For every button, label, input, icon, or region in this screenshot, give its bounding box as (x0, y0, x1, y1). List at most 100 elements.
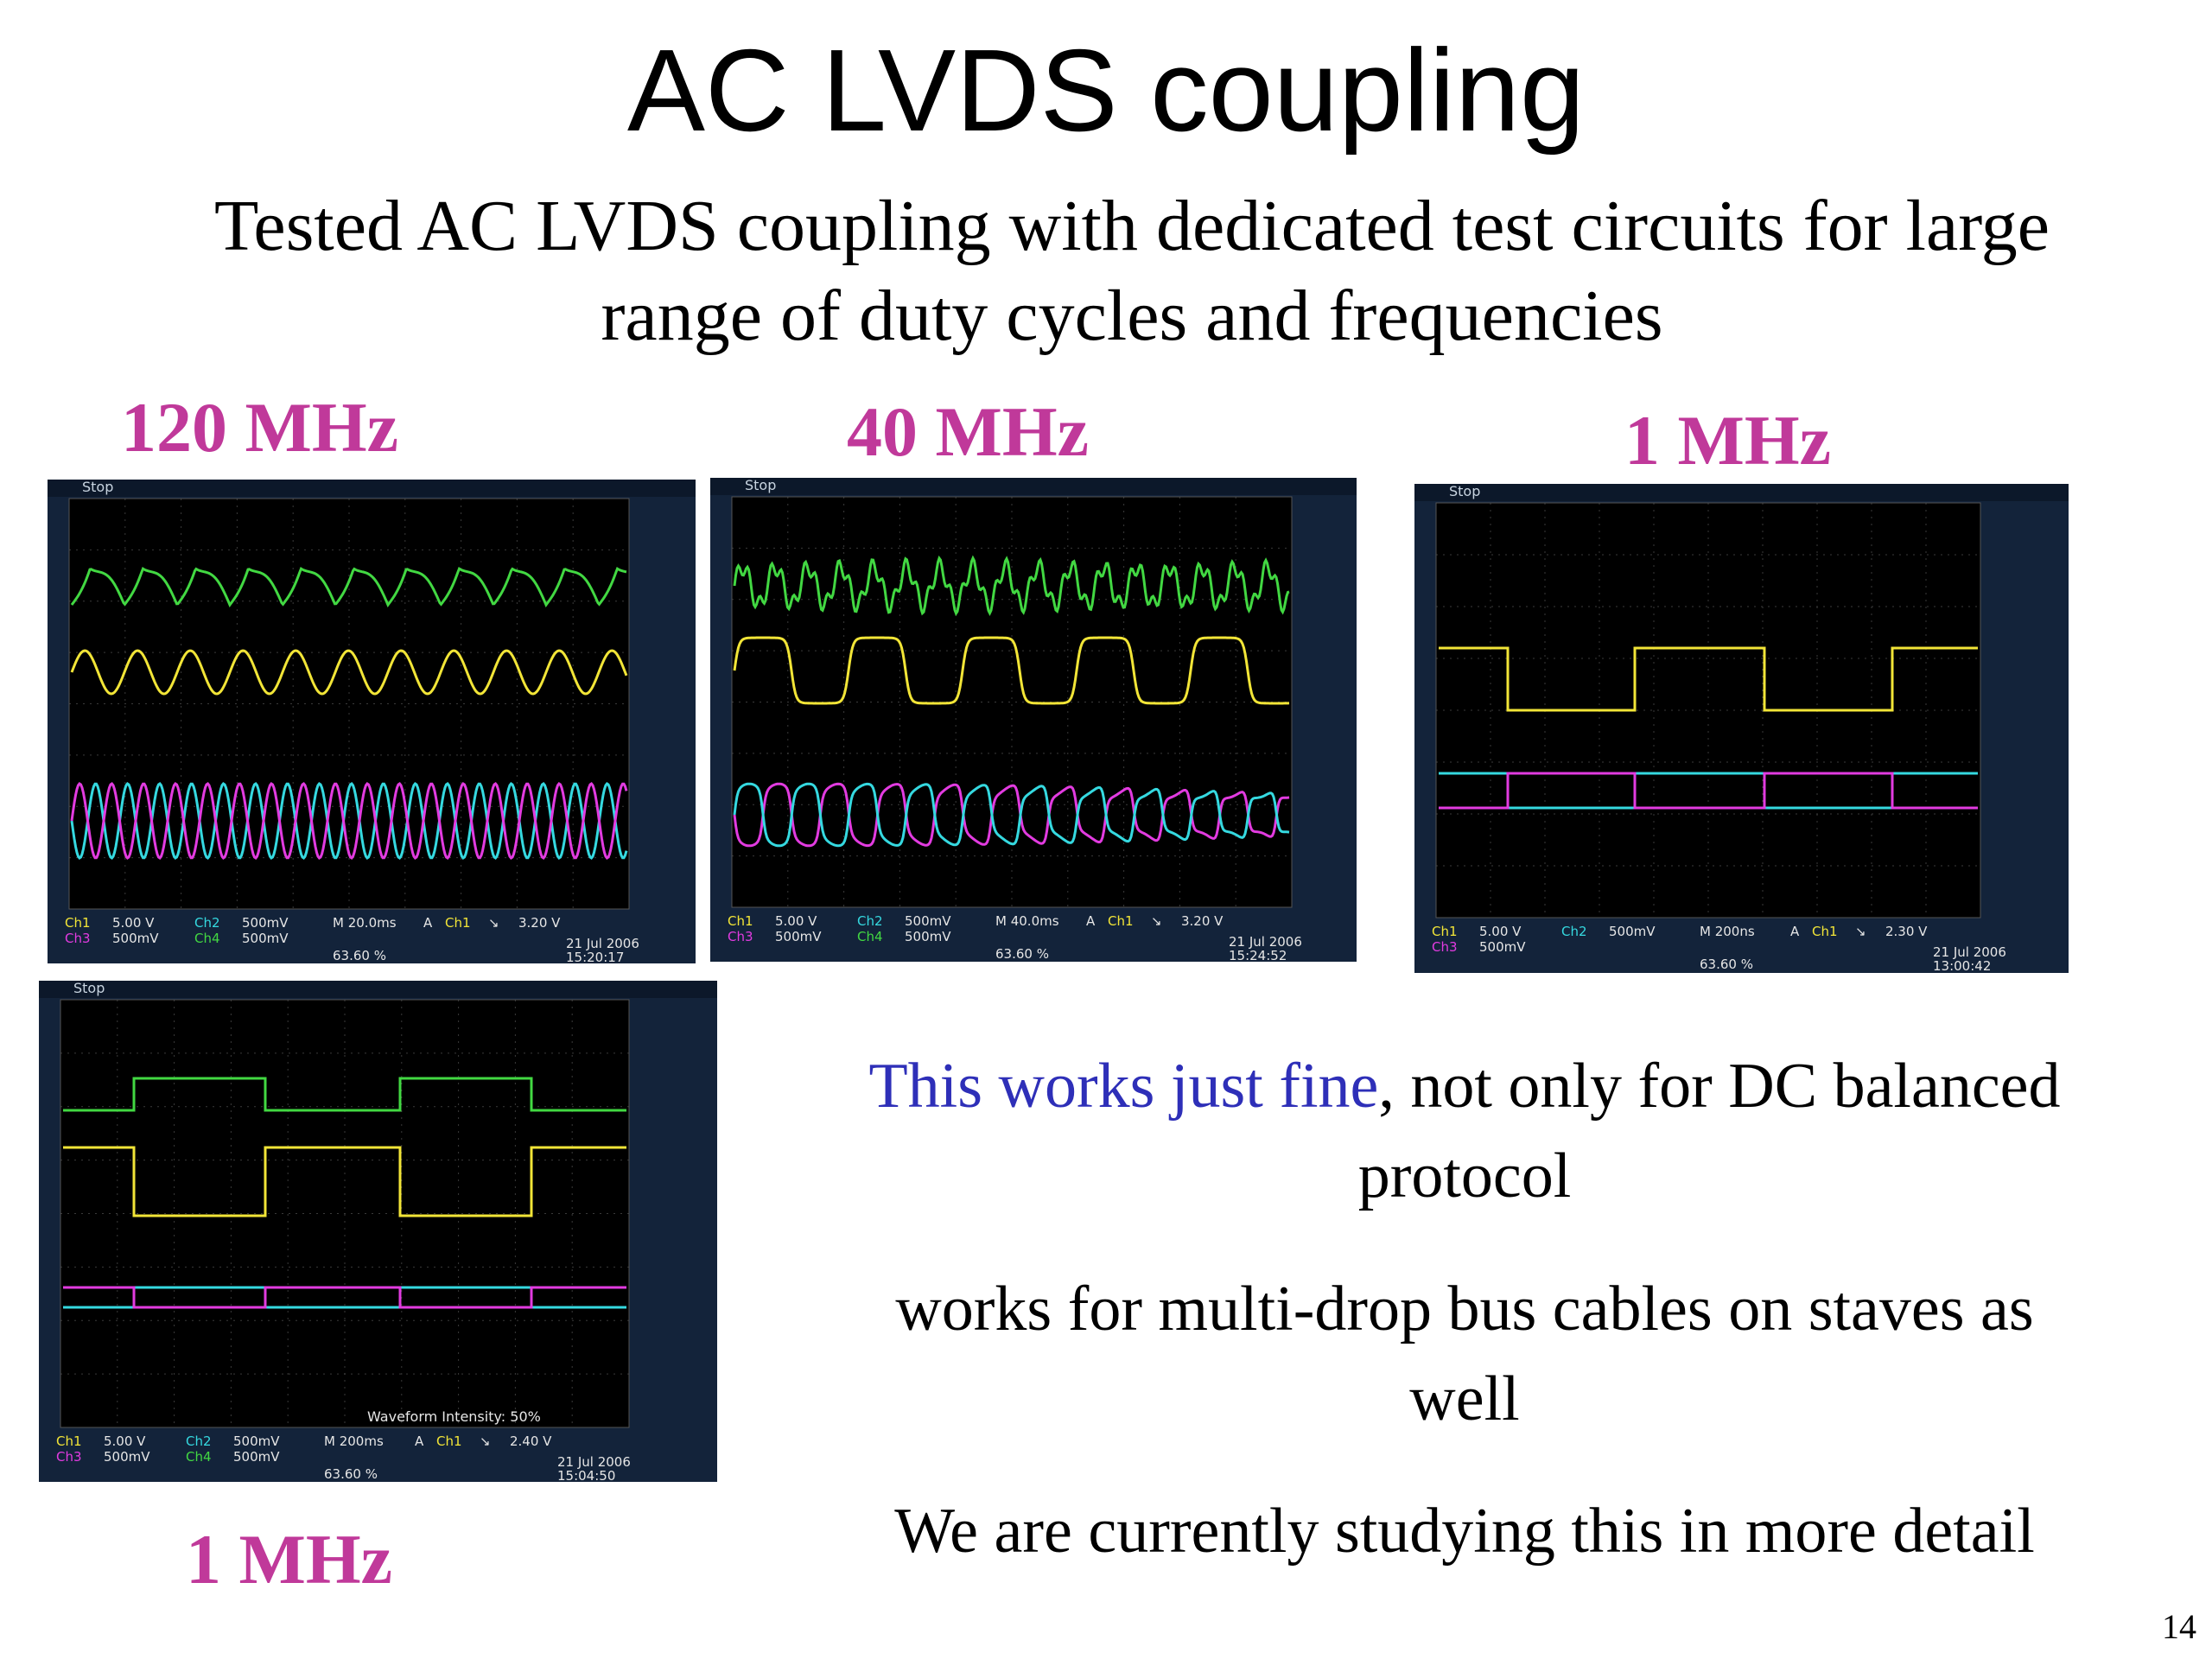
scope-readout: Ch1 (56, 1433, 82, 1449)
scope-readout: 3.20 V (518, 915, 561, 931)
paragraph-works-fine-rest: , not only for DC balanced (1378, 1051, 2061, 1122)
scope-readout: Ch3 (1432, 939, 1458, 955)
scope-status: Stop (82, 480, 113, 495)
scope-readout: Ch1 (445, 915, 471, 931)
slide-subtitle: Tested AC LVDS coupling with dedicated t… (138, 181, 2126, 361)
scope-readout: Ch2 (194, 915, 220, 931)
scope-readout: 500mV (1479, 939, 1526, 955)
scope-status: Stop (73, 981, 105, 996)
scope-readout: 500mV (905, 913, 951, 929)
scope-readout: 2.30 V (1885, 924, 1928, 939)
scope-status: Stop (1449, 484, 1480, 499)
scope-date: 21 Jul 2006 (566, 936, 639, 951)
ch3-trace (70, 781, 628, 861)
scope-screenshot-40mhz: Stop Ch1 5.00 V Ch2 500mV M 40.0ms A Ch1 ↘ 3.20 … (710, 478, 1357, 962)
scope-readout: Ch4 (194, 931, 220, 946)
scope-readout: Ch3 (56, 1449, 82, 1465)
ch2-trace (733, 782, 1290, 848)
paragraph-multidrop: works for multi-drop bus cables on stave… (734, 1264, 2195, 1444)
scope-readout: 500mV (242, 931, 289, 946)
scope-readout: ↘ (1855, 924, 1866, 939)
scope-readout: Ch2 (857, 913, 883, 929)
graticule-border (731, 496, 1293, 908)
ch4-trace (733, 555, 1290, 617)
paragraph-works-fine: This works just fine, not only for DC ba… (734, 1041, 2195, 1221)
graticule-border (68, 498, 630, 910)
graticule-border (60, 999, 630, 1428)
scope-40mhz-display: Stop Ch1 5.00 V Ch2 500mV M 40.0ms A Ch1 ↘ 3.20 … (710, 478, 1357, 962)
scope-readout: Ch2 (1561, 924, 1587, 939)
scope-readout: M 200ns (1700, 924, 1755, 939)
scope-1mhz-top-display: Stop Ch1 5.00 V Ch2 500mV M 200ns A Ch1 ↘ 2.30 V… (1414, 484, 2069, 973)
scope-120mhz-display: Stop Ch1 5.00 V Ch2 500mV M 20.0ms A Ch1 ↘ 3.20 … (48, 480, 696, 963)
ch1-trace (63, 1146, 626, 1217)
ch1-trace (70, 649, 628, 696)
ch2-trace (70, 781, 628, 861)
ch4-trace (63, 1077, 626, 1112)
scope-readout: 500mV (775, 929, 822, 944)
scope-readout: Ch4 (857, 929, 883, 944)
scope-readout: 5.00 V (112, 915, 155, 931)
waveform-intensity: Waveform Intensity: 50% (367, 1408, 541, 1425)
scope-readout: Ch1 (1108, 913, 1134, 929)
scope-readout: A (423, 915, 433, 931)
scope-readout: Ch1 (65, 915, 91, 931)
scope-readout: ↘ (488, 915, 499, 931)
ch1-trace (733, 636, 1290, 705)
scope-trigger: 63.60 % (995, 946, 1049, 962)
scope-screenshot-1mhz-bottom: Stop Waveform Intensity: 50% Ch1 5.00 V Ch… (39, 981, 717, 1482)
scope-readout: Ch2 (186, 1433, 212, 1449)
scope-readout: A (415, 1433, 424, 1449)
scope-readout: 5.00 V (775, 913, 817, 929)
slide-title: AC LVDS coupling (626, 25, 1586, 156)
scope-readout: ↘ (1151, 913, 1162, 929)
paragraph-works-fine-line-2: protocol (1357, 1141, 1572, 1211)
scope-time: 13:00:42 (1933, 958, 1991, 973)
ch3-trace (733, 782, 1290, 848)
subtitle-line-2: range of duty cycles and frequencies (601, 276, 1663, 356)
scope-readout: 500mV (233, 1449, 280, 1465)
scope-trigger: 63.60 % (1700, 957, 1753, 972)
scope-readout: Ch1 (728, 913, 753, 929)
scope-screenshot-1mhz-top: Stop Ch1 5.00 V Ch2 500mV M 200ns A Ch1 ↘ 2.30 V… (1414, 484, 2069, 973)
scope-date: 21 Jul 2006 (1933, 944, 2006, 960)
scope-readout: Ch1 (1812, 924, 1838, 939)
scope-status: Stop (745, 478, 776, 493)
scope-readout: Ch3 (65, 931, 91, 946)
scope-time: 15:24:52 (1229, 948, 1287, 962)
scope-trigger: 63.60 % (324, 1466, 378, 1482)
scope-readout: 500mV (112, 931, 159, 946)
paragraph-multidrop-line-2: well (1409, 1363, 1520, 1434)
graticule-border (1435, 502, 1981, 918)
scope-readout: 5.00 V (104, 1433, 146, 1449)
scope-1mhz-bottom-display: Stop Waveform Intensity: 50% Ch1 5.00 V Ch… (39, 981, 717, 1482)
scope-trigger: 63.60 % (333, 948, 386, 963)
scope-readout: ↘ (480, 1433, 491, 1449)
scope-readout: 500mV (242, 915, 289, 931)
paragraph-studying: We are currently studying this in more d… (894, 1496, 2035, 1567)
scope-readout: Ch4 (186, 1449, 212, 1465)
scope-readout: 500mV (104, 1449, 150, 1465)
scope-readout: M 200ms (324, 1433, 384, 1449)
scope-readout: Ch1 (436, 1433, 462, 1449)
scope-graticule (69, 499, 629, 909)
scope-readout: 3.20 V (1181, 913, 1224, 929)
scope-readout: M 20.0ms (333, 915, 397, 931)
ch3-trace (63, 1286, 626, 1309)
scope-date: 21 Jul 2006 (557, 1454, 631, 1470)
scope-screenshot-120mhz: Stop Ch1 5.00 V Ch2 500mV M 20.0ms A Ch1 ↘ 3.20 … (48, 480, 696, 963)
scope-readout: A (1086, 913, 1096, 929)
subtitle-line-1: Tested AC LVDS coupling with dedicated t… (213, 186, 2050, 266)
label-120mhz: 120 MHz (121, 388, 399, 467)
label-1mhz-top: 1 MHz (1624, 401, 1832, 480)
ch4-trace (70, 567, 627, 607)
scope-readout: Ch3 (728, 929, 753, 944)
paragraph-works-fine-line-1: This works just fine, not only for DC ba… (734, 1041, 2195, 1131)
scope-readout: 5.00 V (1479, 924, 1522, 939)
paragraph-multidrop-line-1: works for multi-drop bus cables on stave… (895, 1274, 2034, 1344)
scope-readout: 500mV (1609, 924, 1656, 939)
scope-time: 15:04:50 (557, 1468, 615, 1482)
scope-readout: A (1790, 924, 1800, 939)
scope-readout: Ch1 (1432, 924, 1458, 939)
label-40mhz: 40 MHz (847, 392, 1090, 471)
